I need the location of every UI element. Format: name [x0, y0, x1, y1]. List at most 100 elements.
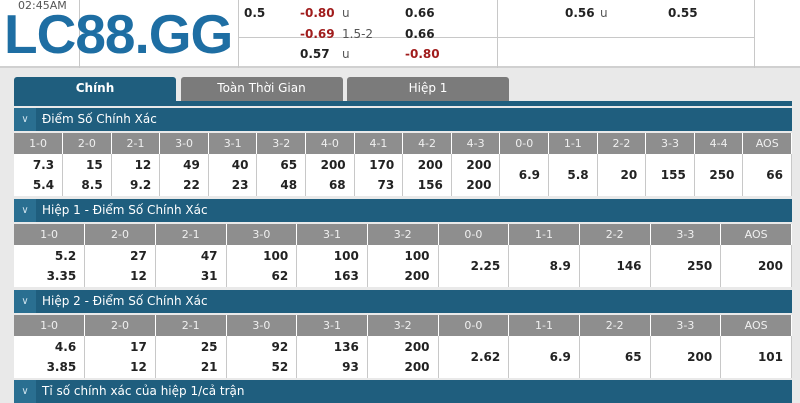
odds-cell[interactable]: 17 12 — [84, 336, 156, 378]
odds-value[interactable]: 0.57 — [300, 47, 330, 61]
chevron-down-icon[interactable]: ∨ — [14, 290, 36, 313]
away-odds[interactable]: 12 — [130, 269, 147, 283]
home-odds[interactable]: 17 — [130, 340, 147, 354]
away-odds[interactable]: 68 — [328, 178, 346, 192]
odds-value[interactable]: u — [342, 47, 350, 61]
odds-cell[interactable]: 25 21 — [155, 336, 227, 378]
odds-cell[interactable]: 49 22 — [159, 154, 209, 196]
odds-cell[interactable]: 155 — [645, 154, 695, 196]
home-odds[interactable]: 92 — [271, 340, 289, 354]
home-odds[interactable]: 47 — [200, 249, 218, 263]
odds-cell[interactable]: 136 93 — [296, 336, 368, 378]
odds-cell[interactable]: 15 8.5 — [62, 154, 112, 196]
odds-cell[interactable]: 27 12 — [84, 245, 156, 287]
home-odds[interactable]: 49 — [183, 158, 200, 172]
away-odds[interactable]: 93 — [342, 360, 359, 374]
odds-cell[interactable]: 100 200 — [367, 245, 439, 287]
tab-hiệp-1[interactable]: Hiệp 1 — [347, 77, 509, 101]
home-odds[interactable]: 4.6 — [54, 340, 77, 354]
home-odds[interactable]: 40 — [231, 158, 249, 172]
chevron-down-icon[interactable]: ∨ — [14, 199, 36, 222]
odds-cell[interactable]: 100 163 — [296, 245, 368, 287]
odds-value[interactable]: 0.56 — [565, 6, 595, 20]
away-odds[interactable]: 9.2 — [130, 178, 152, 192]
away-odds[interactable]: 62 — [271, 269, 289, 283]
away-odds[interactable]: 22 — [183, 178, 200, 192]
section-header[interactable]: ∨ Điểm Số Chính Xác — [14, 108, 792, 131]
odds-value[interactable]: 1.5-2 — [342, 27, 374, 41]
home-odds[interactable]: 100 — [404, 249, 430, 263]
odds-value[interactable]: 0.55 — [668, 6, 698, 20]
odds-cell[interactable]: 4.6 3.85 — [14, 336, 86, 378]
odds-cell[interactable]: 6.9 — [508, 336, 580, 378]
away-odds[interactable]: 163 — [333, 269, 359, 283]
odds-cell[interactable]: 250 — [650, 245, 722, 287]
odds-cell[interactable]: 146 — [579, 245, 651, 287]
odds-cell[interactable]: 170 73 — [354, 154, 404, 196]
odds-cell[interactable]: 2.62 — [438, 336, 510, 378]
odds-cell[interactable]: 65 48 — [256, 154, 307, 196]
home-odds[interactable]: 200 — [320, 158, 346, 172]
away-odds[interactable]: 200 — [404, 360, 430, 374]
odds-cell[interactable]: 20 — [597, 154, 647, 196]
home-odds[interactable]: 5.2 — [54, 249, 77, 263]
chevron-down-icon[interactable]: ∨ — [14, 380, 36, 403]
odds-value[interactable]: 0.66 — [405, 27, 435, 41]
odds-value[interactable]: -0.80 — [405, 47, 440, 61]
odds-cell[interactable]: 6.9 — [499, 154, 550, 196]
away-odds[interactable]: 3.35 — [46, 269, 77, 283]
odds-value[interactable]: u — [600, 6, 608, 20]
odds-value[interactable]: u — [342, 6, 350, 20]
odds-cell[interactable]: 92 52 — [226, 336, 298, 378]
home-odds[interactable]: 200 — [417, 158, 443, 172]
home-odds[interactable]: 65 — [280, 158, 298, 172]
away-odds[interactable]: 21 — [200, 360, 218, 374]
odds-cell[interactable]: 40 23 — [208, 154, 258, 196]
odds-cell[interactable]: 2.25 — [438, 245, 510, 287]
tab-toàn-thời-gian[interactable]: Toàn Thời Gian — [180, 77, 343, 101]
tab-chính[interactable]: Chính — [14, 77, 176, 105]
away-odds[interactable]: 12 — [130, 360, 147, 374]
home-odds[interactable]: 15 — [85, 158, 103, 172]
away-odds[interactable]: 5.4 — [32, 178, 55, 192]
home-odds[interactable]: 136 — [333, 340, 359, 354]
odds-cell[interactable]: 12 9.2 — [111, 154, 161, 196]
odds-cell[interactable]: 47 31 — [155, 245, 227, 287]
odds-value[interactable]: -0.69 — [300, 27, 335, 41]
chevron-down-icon[interactable]: ∨ — [14, 108, 36, 131]
odds-cell[interactable]: 200 — [650, 336, 722, 378]
away-odds[interactable]: 156 — [417, 178, 443, 192]
odds-cell[interactable]: 7.3 5.4 — [14, 154, 64, 196]
home-odds[interactable]: 200 — [404, 340, 430, 354]
away-odds[interactable]: 200 — [404, 269, 430, 283]
away-odds[interactable]: 23 — [231, 178, 249, 192]
odds-cell[interactable]: 65 — [579, 336, 651, 378]
odds-cell[interactable]: 200 200 — [367, 336, 439, 378]
odds-cell[interactable]: 200 — [720, 245, 792, 287]
odds-cell[interactable]: 5.2 3.35 — [14, 245, 86, 287]
home-odds[interactable]: 7.3 — [32, 158, 55, 172]
odds-value[interactable]: 0.5 — [244, 6, 266, 20]
odds-cell[interactable]: 101 — [720, 336, 792, 378]
odds-cell[interactable]: 66 — [742, 154, 792, 196]
odds-value[interactable]: 0.66 — [405, 6, 435, 20]
away-odds[interactable]: 8.5 — [81, 178, 103, 192]
home-odds[interactable]: 12 — [134, 158, 152, 172]
odds-cell[interactable]: 200 156 — [402, 154, 452, 196]
home-odds[interactable]: 200 — [466, 158, 492, 172]
odds-cell[interactable]: 5.8 — [548, 154, 598, 196]
odds-cell[interactable]: 100 62 — [226, 245, 298, 287]
odds-cell[interactable]: 8.9 — [508, 245, 580, 287]
away-odds[interactable]: 52 — [271, 360, 289, 374]
home-odds[interactable]: 100 — [263, 249, 289, 263]
away-odds[interactable]: 48 — [280, 178, 298, 192]
odds-cell[interactable]: 200 200 — [451, 154, 501, 196]
away-odds[interactable]: 73 — [377, 178, 395, 192]
home-odds[interactable]: 25 — [200, 340, 218, 354]
odds-cell[interactable]: 200 68 — [305, 154, 355, 196]
home-odds[interactable]: 100 — [333, 249, 359, 263]
away-odds[interactable]: 200 — [466, 178, 492, 192]
home-odds[interactable]: 27 — [130, 249, 147, 263]
section-header[interactable]: ∨ Hiệp 2 - Điểm Số Chính Xác — [14, 290, 792, 313]
home-odds[interactable]: 170 — [369, 158, 395, 172]
